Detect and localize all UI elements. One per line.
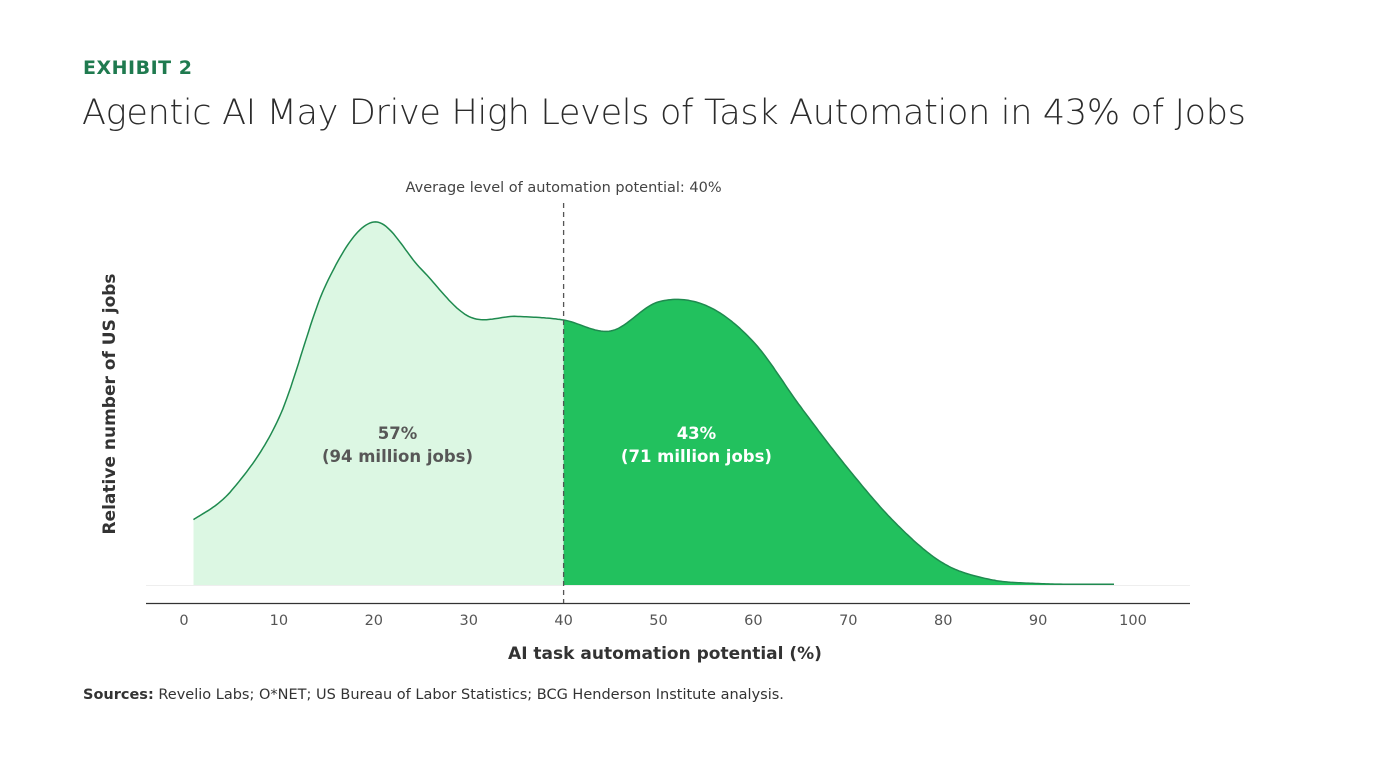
x-axis-ticks: 0 10 20 30 40 50 60 70 80 90 100 xyxy=(179,613,1146,629)
x-tick-label: 10 xyxy=(270,613,288,629)
x-tick-label: 50 xyxy=(649,613,667,629)
x-tick-label: 90 xyxy=(1029,613,1047,629)
below-average-share-label: 57% xyxy=(378,424,418,443)
x-tick-label: 30 xyxy=(459,613,477,629)
above-average-share-label: 43% xyxy=(677,424,717,443)
sources-note: Sources: Revelio Labs; O*NET; US Bureau … xyxy=(83,687,784,703)
y-axis-label: Relative number of US jobs xyxy=(100,273,120,534)
x-tick-label: 80 xyxy=(934,613,952,629)
average-annotation: Average level of automation potential: 4… xyxy=(406,180,722,196)
sources-text: Revelio Labs; O*NET; US Bureau of Labor … xyxy=(153,687,784,703)
area-above-average xyxy=(563,299,1114,585)
x-tick-label: 0 xyxy=(179,613,188,629)
x-tick-label: 70 xyxy=(839,613,857,629)
x-tick-label: 100 xyxy=(1119,613,1147,629)
sources-label: Sources: xyxy=(83,687,154,703)
x-axis-label: AI task automation potential (%) xyxy=(508,644,822,664)
below-average-jobs-label: (94 million jobs) xyxy=(322,447,473,466)
distribution-curve xyxy=(193,221,1114,586)
above-average-jobs-label: (71 million jobs) xyxy=(621,447,772,466)
x-tick-label: 20 xyxy=(365,613,383,629)
exhibit-label: EXHIBIT 2 xyxy=(83,57,193,79)
x-tick-label: 40 xyxy=(554,613,572,629)
area-below-average xyxy=(193,221,564,585)
x-tick-label: 60 xyxy=(744,613,762,629)
chart-title: Agentic AI May Drive High Levels of Task… xyxy=(82,93,1246,133)
